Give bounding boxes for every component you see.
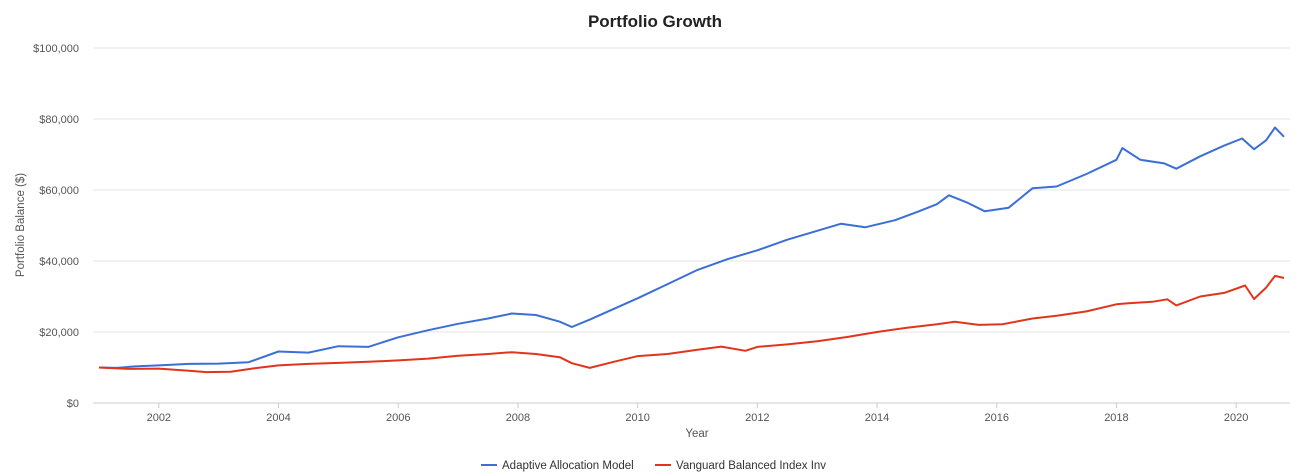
x-tick-label: 2012 xyxy=(745,412,769,424)
x-tick-label: 2002 xyxy=(147,412,171,424)
x-tick-label: 2010 xyxy=(625,412,649,424)
chart-title: Portfolio Growth xyxy=(588,12,722,31)
x-tick-label: 2018 xyxy=(1104,412,1128,424)
legend-label-vanguard: Vanguard Balanced Index Inv xyxy=(676,460,826,472)
x-tick-label: 2004 xyxy=(266,412,290,424)
x-tick-label: 2008 xyxy=(506,412,530,424)
y-tick-label: $100,000 xyxy=(33,43,79,55)
x-tick-label: 2014 xyxy=(865,412,889,424)
y-tick-label: $60,000 xyxy=(39,185,79,197)
y-axis-label: Portfolio Balance ($) xyxy=(15,173,27,277)
x-tick-label: 2020 xyxy=(1224,412,1248,424)
y-tick-label: $40,000 xyxy=(39,256,79,268)
x-tick-label: 2006 xyxy=(386,412,410,424)
series-line-vanguard-balanced xyxy=(98,274,1285,374)
x-tick-label: 2016 xyxy=(984,412,1008,424)
y-tick-label: $20,000 xyxy=(39,327,79,339)
series-line-adaptive-allocation xyxy=(98,126,1285,369)
y-tick-label: $0 xyxy=(67,398,79,410)
y-tick-label: $80,000 xyxy=(39,114,79,126)
legend-label-adaptive: Adaptive Allocation Model xyxy=(502,460,634,472)
legend: Adaptive Allocation Model Vanguard Balan… xyxy=(481,460,826,472)
x-axis-label: Year xyxy=(685,428,708,440)
